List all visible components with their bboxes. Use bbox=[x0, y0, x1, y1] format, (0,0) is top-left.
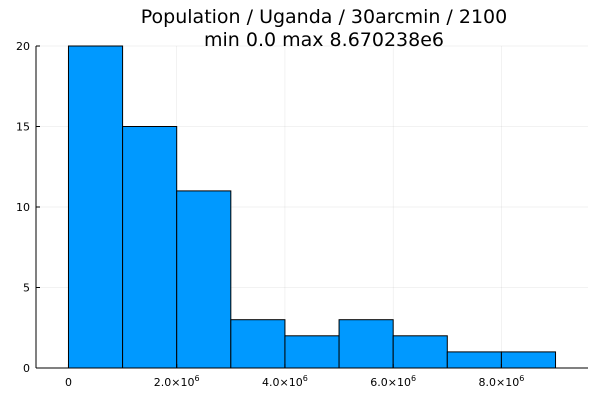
y-tick-label-4: 20 bbox=[16, 40, 30, 53]
x-tick-label-4: 8.0×106 bbox=[479, 374, 525, 389]
histogram-bar-0 bbox=[67, 45, 124, 369]
histogram-bar-4 bbox=[284, 335, 340, 369]
chart-title-line-2: min 0.0 max 8.670238e6 bbox=[204, 29, 444, 51]
histogram-bar-2 bbox=[176, 190, 232, 369]
histogram-bar-1 bbox=[122, 126, 178, 369]
histogram-bar-5 bbox=[338, 319, 394, 369]
x-tick-label-3: 6.0×106 bbox=[370, 374, 416, 389]
histogram-bar-6 bbox=[392, 335, 448, 369]
histogram-bar-7 bbox=[446, 351, 502, 369]
chart-title-line-1: Population / Uganda / 30arcmin / 2100 bbox=[141, 6, 507, 28]
histogram-bar-8 bbox=[500, 351, 557, 369]
y-tick-label-0: 0 bbox=[23, 362, 30, 375]
x-tick-label-1: 2.0×106 bbox=[154, 374, 200, 389]
y-tick-label-3: 15 bbox=[16, 121, 30, 134]
histogram-bar-3 bbox=[230, 319, 286, 369]
x-tick-label-0: 0 bbox=[65, 376, 72, 389]
y-tick-label-1: 5 bbox=[23, 282, 30, 295]
x-axis-ticks: 0 2.0×106 4.0×106 6.0×106 8.0×106 bbox=[65, 364, 524, 389]
y-tick-label-2: 10 bbox=[16, 201, 30, 214]
x-tick-label-2: 4.0×106 bbox=[262, 374, 308, 389]
y-axis-ticks: 0 5 10 15 20 bbox=[16, 40, 40, 375]
